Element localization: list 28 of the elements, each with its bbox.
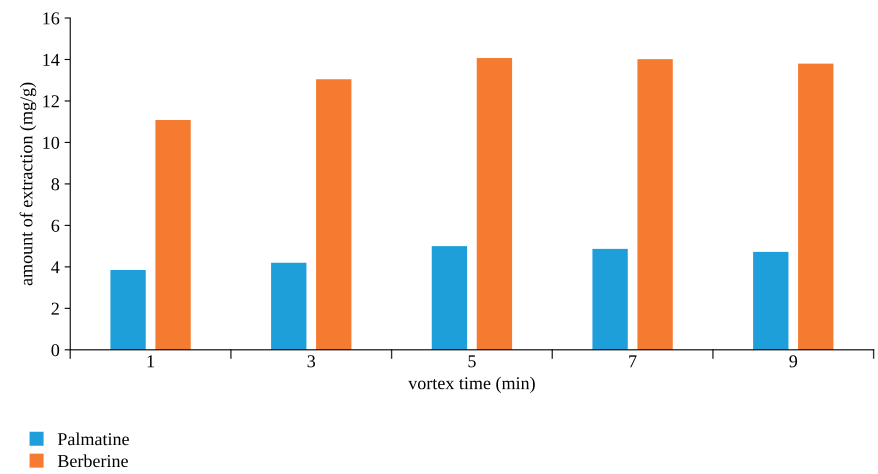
x-tick-label: 7	[629, 355, 637, 368]
y-tick-label: 14	[43, 54, 60, 66]
bar	[155, 120, 191, 350]
bar	[753, 252, 788, 350]
y-tick-label: 8	[51, 178, 60, 190]
x-tick-label: 9	[789, 355, 798, 368]
bar	[476, 58, 512, 350]
x-tick-label: 3	[308, 355, 316, 368]
bar	[637, 59, 673, 350]
y-tick-label: 10	[43, 136, 60, 149]
bar	[110, 270, 146, 350]
y-tick-label: 0	[51, 344, 60, 356]
bar	[432, 246, 468, 350]
y-axis-title: amount of extraction (mg/g)	[20, 82, 36, 286]
y-tick-label: 16	[43, 12, 60, 24]
legend-label: Palmatine	[58, 432, 129, 446]
bar	[316, 79, 352, 350]
bar	[271, 262, 306, 350]
legend-label: Berberine	[58, 454, 128, 468]
x-axis-title: vortex time (min)	[408, 376, 535, 393]
y-tick-label: 12	[43, 95, 59, 108]
y-tick-label: 2	[52, 302, 59, 315]
bar	[798, 64, 834, 350]
bar	[592, 248, 628, 350]
x-tick-label: 1	[148, 355, 154, 368]
x-tick-label: 5	[468, 355, 476, 368]
y-tick-label: 6	[52, 220, 60, 232]
y-tick-label: 4	[51, 261, 60, 274]
